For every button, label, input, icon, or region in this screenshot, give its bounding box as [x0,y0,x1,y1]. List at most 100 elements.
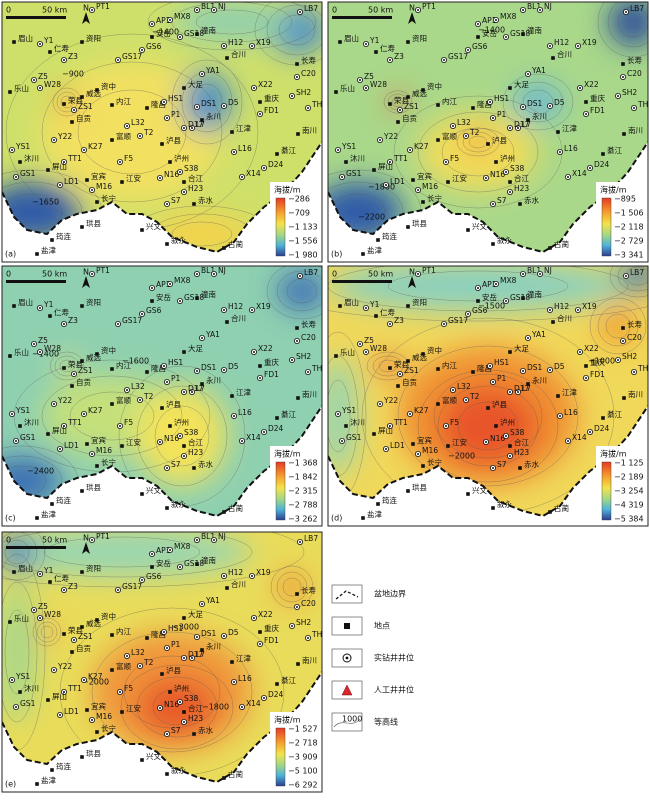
well-marker-dot [443,323,445,325]
place-label: D17 [188,120,204,129]
legend-title: 海拔/m [274,715,301,725]
place-label: S7 [171,196,181,205]
north-arrow [408,276,416,288]
legend-value: −2 718 [288,739,318,748]
contour-line [397,345,579,487]
place-label: 叙永 [497,235,512,245]
place-label: YS1 [15,672,30,681]
place-marker [192,466,196,470]
place-marker [476,35,480,39]
place-marker [46,432,50,436]
place-marker [230,660,234,664]
well-marker-dot [253,87,255,89]
legend-value: −709 [288,209,310,218]
place-marker [622,396,626,400]
contour-line [597,2,648,58]
contour-label: −3000 [172,623,199,632]
contour-line [328,266,629,312]
well-marker-dot [379,139,381,141]
legend-value: −1 527 [288,725,318,734]
place-marker [601,416,605,420]
place-marker [296,396,300,400]
well-marker-dot [91,273,93,275]
place-label: 隆昌 [477,99,492,109]
place-label: D24 [268,424,284,433]
contour-line [171,221,233,247]
contour-line [136,385,228,487]
place-label: GS18 [510,293,530,302]
well-marker-dot [179,36,181,38]
place-marker [476,299,480,303]
place-label: LB7 [304,268,318,277]
place-marker [494,160,498,164]
well-marker-dot [417,453,419,455]
place-label: FD1 [264,636,279,645]
place-label: X14 [246,699,261,708]
place-label: 威远 [86,618,101,628]
place-label: 重庆 [264,357,279,367]
place-label: 盐津 [367,245,382,255]
well-marker-dot [337,149,339,151]
place-label: PT1 [96,266,110,275]
contour-line [120,664,234,750]
well-marker-dot [489,365,491,367]
place-label: X14 [572,169,587,178]
contour-line [417,369,559,483]
well-marker-dot [117,323,119,325]
place-label: 潼南 [527,25,542,35]
place-label: 屏山 [52,161,67,171]
place-label: 宜宾 [91,701,106,711]
place-marker [334,90,338,94]
well-marker-dot [196,636,198,638]
contour-label: −1500 [478,302,505,311]
contour-line [522,89,554,115]
place-label: 永川 [206,111,221,121]
place-marker [150,35,154,39]
well-marker-dot [509,127,511,129]
place-marker [406,489,410,493]
place-label: DS1 [201,629,217,638]
place-label: P1 [171,374,181,383]
place-label: 大足 [188,343,203,353]
place-label: 合江 [188,703,203,713]
elevation-zone [598,306,638,346]
place-marker [18,690,22,694]
well-marker-dot [179,171,181,173]
well-marker-dot [549,309,551,311]
place-marker [12,304,16,308]
contour-line [2,532,46,581]
place-label: F5 [124,418,133,427]
panel-label: (c) [5,514,16,523]
panel-label: (b) [331,250,342,259]
basin-boundary [328,405,648,518]
well-marker-dot [166,467,168,469]
place-label: 筠连 [56,231,71,241]
place-label: K27 [88,672,103,681]
legend-title: 海拔/m [274,449,301,459]
place-label: 屏山 [52,425,67,435]
color-bar [275,727,286,787]
legend-well-dot [345,656,349,660]
place-label: X14 [246,433,261,442]
well-marker-dot [622,340,624,342]
place-marker [222,776,226,780]
well-marker-dot [559,415,561,417]
legend-contour-sample: 1000 [342,715,362,724]
place-marker [361,516,365,520]
place-label: M16 [96,712,112,721]
place-label: N16 [164,700,179,709]
place-label: GS18 [510,29,530,38]
place-label: X19 [256,568,271,577]
place-label: Y22 [57,662,72,671]
place-label: BL1 [201,2,215,11]
well-marker-dot [191,657,193,659]
contour-line [328,306,648,322]
well-marker-dot [485,441,487,443]
place-marker [518,466,522,470]
place-marker [12,570,16,574]
place-label: 筠连 [382,495,397,505]
well-marker-dot [492,117,494,119]
place-label: X22 [258,344,273,353]
place-label: 眉山 [18,297,33,307]
